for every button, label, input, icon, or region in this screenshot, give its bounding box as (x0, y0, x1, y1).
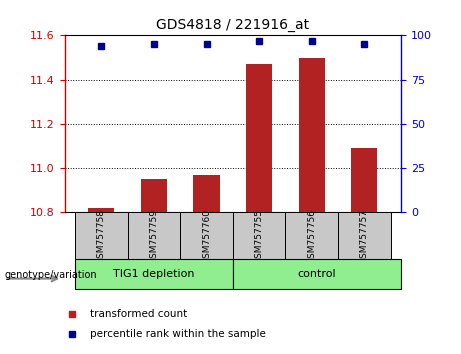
Text: GSM757755: GSM757755 (254, 209, 264, 264)
Text: GSM757756: GSM757756 (307, 209, 316, 264)
Text: TIG1 depletion: TIG1 depletion (113, 269, 195, 279)
Bar (180, 212, 233, 260)
Text: GSM757759: GSM757759 (149, 209, 159, 264)
Text: percentile rank within the sample: percentile rank within the sample (90, 329, 266, 339)
Bar (338, 212, 390, 260)
Bar (88, 208, 114, 212)
Text: GSM757758: GSM757758 (97, 209, 106, 264)
Bar (75, 259, 233, 289)
Bar (75, 212, 128, 260)
Bar (233, 212, 285, 260)
Bar (299, 57, 325, 212)
Bar (351, 148, 378, 212)
Text: transformed count: transformed count (90, 309, 188, 319)
Title: GDS4818 / 221916_at: GDS4818 / 221916_at (156, 18, 309, 32)
Bar (246, 64, 272, 212)
Bar (233, 259, 401, 289)
Bar (193, 175, 219, 212)
Text: GSM757760: GSM757760 (202, 209, 211, 264)
Bar (285, 212, 338, 260)
Bar (128, 212, 180, 260)
Text: GSM757757: GSM757757 (360, 209, 369, 264)
Text: control: control (298, 269, 336, 279)
Bar (141, 179, 167, 212)
Text: genotype/variation: genotype/variation (5, 270, 97, 280)
